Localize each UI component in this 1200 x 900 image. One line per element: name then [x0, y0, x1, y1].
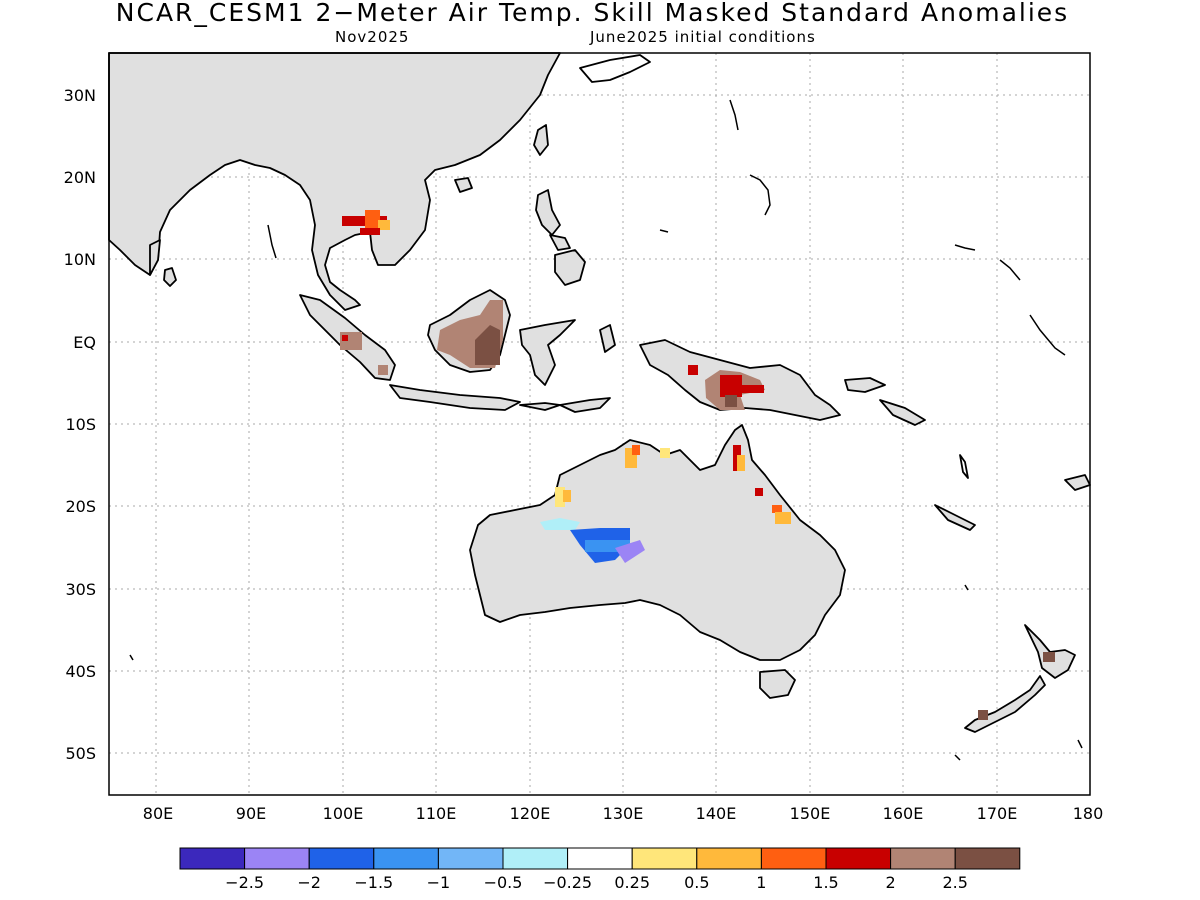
color-legend: −2.5 −2 −1.5 −1 −0.5 −0.25 0.25 0.5 1 1.5 2 2.5 [179, 847, 1021, 892]
legend-swatch [437, 847, 504, 870]
lat-label: 20S [65, 497, 96, 516]
map-frame [108, 52, 1091, 796]
legend-label: −2 [297, 873, 321, 892]
sri-lanka [163, 267, 177, 287]
fiji [1064, 474, 1091, 491]
india-peninsula [149, 239, 161, 276]
legend-label: 1 [756, 873, 766, 892]
lat-label: 30S [65, 580, 96, 599]
small-islands [129, 99, 1083, 761]
init-conditions-label: June2025 initial conditions [590, 28, 816, 46]
taiwan [533, 124, 549, 156]
lon-label: 100E [323, 804, 364, 823]
legend-swatch [825, 847, 892, 870]
solomon-islands [879, 399, 926, 426]
lon-label: 180 [1073, 804, 1104, 823]
legend-swatch [567, 847, 633, 870]
lon-label: 110E [416, 804, 457, 823]
halmahera [599, 324, 616, 353]
lat-label: 50S [65, 744, 96, 763]
australia [469, 424, 846, 661]
anomaly-patches [340, 210, 1055, 720]
lon-label: 170E [977, 804, 1018, 823]
lat-label: 20N [64, 168, 96, 187]
nz-south-island [964, 675, 1046, 733]
new-britain [844, 377, 886, 393]
lesser-sunda [519, 402, 561, 411]
sulawesi [519, 319, 576, 386]
legend-label: 2.5 [942, 873, 967, 892]
lat-label: EQ [73, 333, 96, 352]
new-caledonia [934, 504, 976, 531]
legend-swatch [760, 847, 827, 870]
lon-label: 140E [696, 804, 737, 823]
vanuatu [959, 454, 969, 479]
legend-swatch [696, 847, 762, 870]
philippines-luzon [535, 189, 561, 236]
legend-label: −1 [427, 873, 451, 892]
legend-swatch [373, 847, 439, 870]
timor [559, 397, 611, 413]
legend-swatch [308, 847, 375, 870]
legend-swatch [890, 847, 956, 870]
legend-swatch [244, 847, 310, 870]
land-masses [108, 52, 1091, 733]
lon-label: 150E [790, 804, 831, 823]
legend-swatch [502, 847, 569, 870]
legend-label: −0.25 [543, 873, 592, 892]
java [389, 384, 521, 411]
tasmania [759, 669, 796, 699]
legend-swatch [631, 847, 698, 870]
nz-north-island [1024, 624, 1076, 679]
legend-label: 0.25 [614, 873, 650, 892]
lon-label: 90E [236, 804, 266, 823]
legend-label: −0.5 [484, 873, 523, 892]
lon-label: 160E [883, 804, 924, 823]
hainan [454, 177, 473, 193]
legend-label: 0.5 [684, 873, 709, 892]
philippines-mindanao [554, 249, 586, 286]
lat-label: 30N [64, 86, 96, 105]
lon-tick-labels: 80E 90E 100E 110E 120E 130E 140E 150E 16… [143, 804, 1104, 823]
legend-swatch [954, 847, 1021, 870]
legend-swatch [179, 847, 246, 870]
lat-label: 10N [64, 250, 96, 269]
asia-mainland [108, 52, 561, 311]
lon-label: 120E [510, 804, 551, 823]
japan-islands [579, 54, 651, 83]
lat-label: 40S [65, 662, 96, 681]
lat-tick-labels: 30N 20N 10N EQ 10S 20S 30S 40S 50S [64, 86, 96, 763]
legend-label: 2 [886, 873, 896, 892]
philippines-visayas [549, 234, 571, 251]
valid-month-label: Nov2025 [335, 28, 410, 46]
lon-label: 80E [143, 804, 173, 823]
lon-label: 130E [603, 804, 644, 823]
map-title: NCAR_CESM1 2−Meter Air Temp. Skill Maske… [115, 0, 1070, 27]
legend-label: 1.5 [813, 873, 838, 892]
lat-label: 10S [65, 415, 96, 434]
legend-label: −2.5 [225, 873, 264, 892]
legend-label: −1.5 [354, 873, 393, 892]
